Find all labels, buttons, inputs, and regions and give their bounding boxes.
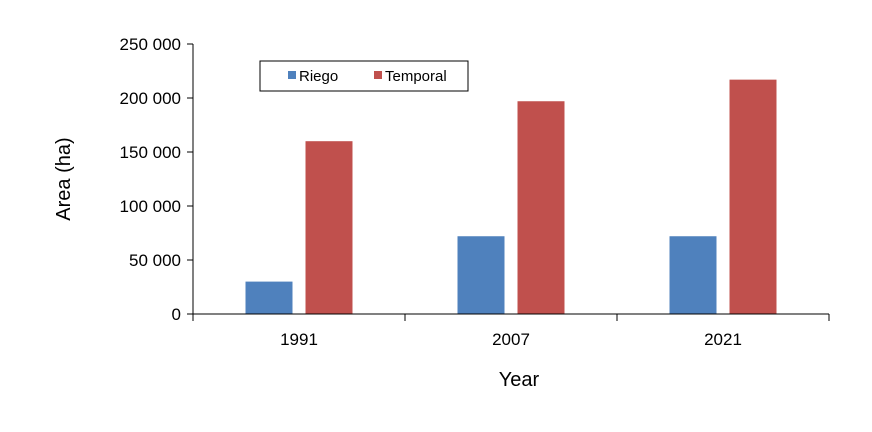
y-tick-label: 150 000	[120, 143, 181, 162]
plot-area	[245, 79, 777, 315]
bar-riego-1991	[245, 281, 293, 314]
x-axis-title: Year	[499, 369, 540, 391]
y-tick-label: 250 000	[120, 35, 181, 54]
y-tick-label: 200 000	[120, 89, 181, 108]
y-tick-label: 100 000	[120, 197, 181, 216]
y-axis: 0 50 000 100 000 150 000 200 000 250 000	[120, 35, 194, 324]
x-tick-label: 2007	[492, 330, 530, 349]
legend: Riego Temporal	[259, 60, 469, 92]
y-tick-label: 0	[172, 305, 181, 324]
legend-swatch-riego	[288, 71, 296, 79]
x-axis: 1991 2007 2021	[192, 313, 830, 349]
legend-label-temporal: Temporal	[385, 68, 447, 85]
x-tick-label: 1991	[280, 330, 318, 349]
y-axis-title: Area (ha)	[53, 137, 75, 220]
y-tick-label: 50 000	[129, 251, 181, 270]
bar-temporal-1991	[305, 141, 353, 314]
legend-label-riego: Riego	[299, 68, 338, 85]
x-tick-label: 2021	[704, 330, 742, 349]
bar-temporal-2021	[729, 79, 777, 314]
legend-swatch-temporal	[374, 71, 382, 79]
bar-riego-2007	[457, 236, 505, 314]
bar-temporal-2007	[517, 101, 565, 315]
bar-riego-2021	[669, 236, 717, 314]
